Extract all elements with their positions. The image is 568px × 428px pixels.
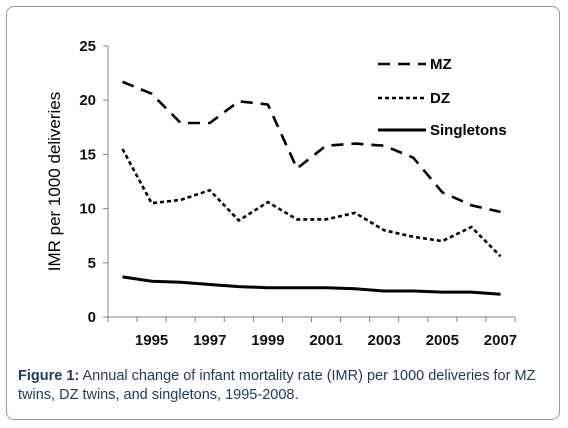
legend-label-mz: MZ bbox=[430, 56, 452, 73]
y-axis-label: IMR per 1000 deliveries bbox=[45, 92, 64, 272]
y-tick-label: 15 bbox=[79, 146, 96, 163]
chart-axes: 0 5 10 15 20 25 1995 1997 1999 2001 2003 2005 2007 IM… bbox=[45, 38, 517, 349]
x-tick-label: 2007 bbox=[484, 332, 517, 349]
x-tick-label: 2005 bbox=[426, 332, 459, 349]
y-tick-label: 5 bbox=[88, 255, 96, 272]
figure-frame bbox=[6, 6, 560, 420]
y-tick-label: 0 bbox=[88, 309, 96, 326]
legend-label-dz: DZ bbox=[430, 90, 450, 107]
x-tick-label: 1997 bbox=[193, 332, 226, 349]
caption-text: Annual change of infant mortality rate (… bbox=[18, 368, 536, 403]
x-tick-label: 2003 bbox=[367, 332, 400, 349]
x-tick-label: 1999 bbox=[251, 332, 284, 349]
y-tick-label: 25 bbox=[79, 38, 96, 55]
series-line-mz bbox=[122, 80, 501, 214]
x-tick-label: 2001 bbox=[309, 332, 342, 349]
chart-legend: MZ DZ Singletons bbox=[378, 56, 507, 139]
line-chart: 0 5 10 15 20 25 1995 1997 1999 2001 2003 2005 2007 IM… bbox=[45, 38, 517, 349]
y-tick-label: 20 bbox=[79, 92, 96, 109]
caption-label: Figure 1: bbox=[18, 368, 80, 384]
figure-caption: Figure 1: Annual change of infant mortal… bbox=[18, 367, 548, 405]
legend-label-singletons: Singletons bbox=[430, 122, 507, 139]
series-line-dz bbox=[121, 148, 502, 258]
series-line-singletons bbox=[122, 275, 501, 296]
chart-series bbox=[121, 80, 502, 296]
x-tick-label: 1995 bbox=[135, 332, 168, 349]
y-tick-label: 10 bbox=[79, 201, 96, 218]
